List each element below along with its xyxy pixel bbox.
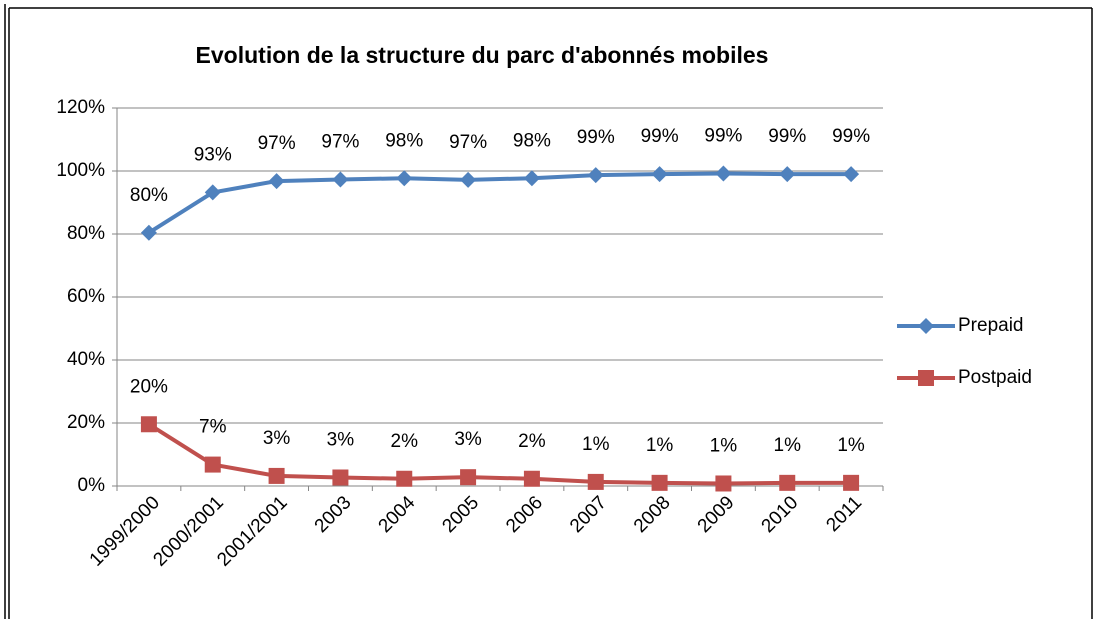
data-label: 99% [641,126,679,147]
marker [460,469,477,486]
data-label: 97% [258,133,296,154]
marker [332,171,349,188]
marker [715,165,732,182]
y-tick-label: 60% [67,286,105,307]
chart-title: Evolution de la structure du parc d'abon… [196,42,769,68]
data-label: 97% [321,132,359,153]
data-label: 7% [199,417,227,438]
marker [140,416,157,433]
y-tick-label: 40% [67,349,105,370]
marker [268,467,285,484]
marker [587,167,604,184]
data-label: 1% [774,435,802,456]
marker [523,170,540,187]
marker [204,184,221,201]
data-label: 20% [130,376,168,397]
marker [396,170,413,187]
marker [843,166,860,183]
legend-label: Postpaid [958,367,1032,388]
data-label: 99% [577,127,615,148]
marker [332,469,349,486]
marker [651,474,668,491]
y-tick-label: 80% [67,223,105,244]
marker [843,474,860,491]
data-label: 3% [454,429,482,450]
marker [268,173,285,190]
marker [779,474,796,491]
legend-label: Prepaid [958,315,1024,336]
data-label: 98% [385,130,423,151]
marker [204,456,221,473]
data-label: 1% [582,434,610,455]
y-tick-label: 20% [67,412,105,433]
y-tick-label: 100% [56,160,105,181]
marker [140,224,157,241]
data-label: 2% [518,431,546,452]
data-label: 3% [263,428,291,449]
data-label: 98% [513,130,551,151]
marker [779,166,796,183]
marker [523,470,540,487]
marker [918,318,934,334]
data-label: 2% [391,431,419,452]
data-label: 80% [130,185,168,206]
data-label: 3% [327,430,355,451]
y-tick-label: 0% [78,475,106,496]
marker [651,166,668,183]
data-label: 97% [449,132,487,153]
marker [460,171,477,188]
data-label: 1% [837,435,865,456]
data-label: 1% [710,435,738,456]
data-label: 1% [646,435,674,456]
data-label: 93% [194,144,232,165]
data-label: 99% [768,126,806,147]
y-tick-label: 120% [56,97,105,118]
marker [587,473,604,490]
data-label: 99% [704,126,742,147]
series-line [147,422,852,486]
data-label: 99% [832,126,870,147]
marker [396,470,413,487]
marker [715,475,732,492]
marker [918,370,934,386]
series-line [147,171,852,235]
